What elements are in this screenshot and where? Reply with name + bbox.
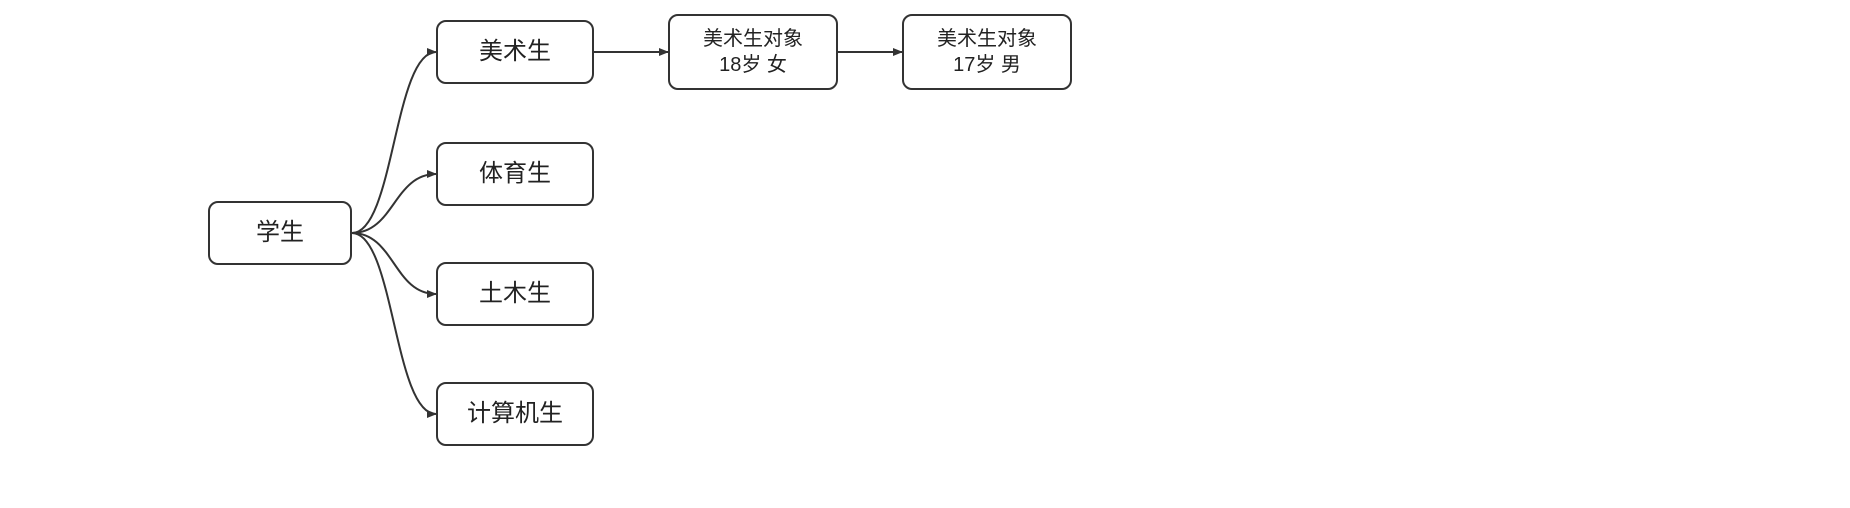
node-label: 美术生	[479, 36, 551, 67]
node-obj2: 美术生对象17岁 男	[902, 14, 1072, 90]
edge-root-to-art	[352, 52, 436, 233]
edge-root-to-civil	[352, 233, 436, 294]
node-label: 美术生对象17岁 男	[937, 26, 1037, 78]
node-obj1: 美术生对象18岁 女	[668, 14, 838, 90]
node-art: 美术生	[436, 20, 594, 84]
edge-root-to-cs	[352, 233, 436, 414]
node-label: 体育生	[479, 158, 551, 189]
node-label: 学生	[256, 217, 304, 248]
edge-root-to-pe	[352, 174, 436, 233]
node-cs: 计算机生	[436, 382, 594, 446]
node-label: 土木生	[479, 278, 551, 309]
node-civil: 土木生	[436, 262, 594, 326]
node-root: 学生	[208, 201, 352, 265]
node-label: 计算机生	[467, 398, 563, 429]
node-label: 美术生对象18岁 女	[703, 26, 803, 78]
node-pe: 体育生	[436, 142, 594, 206]
